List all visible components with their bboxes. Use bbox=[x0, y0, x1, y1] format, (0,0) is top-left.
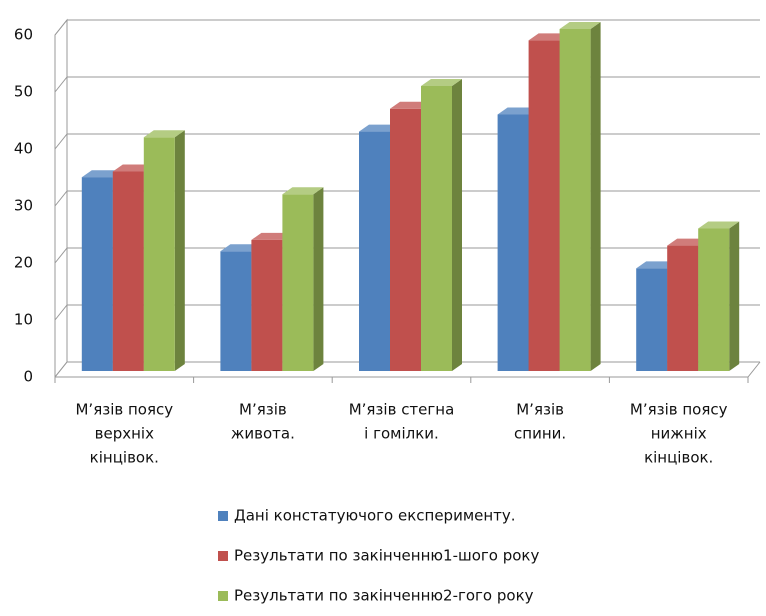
bar-front bbox=[421, 86, 452, 371]
x-tick-label: і гомілки. bbox=[364, 425, 439, 443]
x-tick-label: живота. bbox=[231, 425, 295, 443]
bar-front bbox=[359, 131, 390, 371]
y-tick-label: 30 bbox=[14, 197, 33, 215]
bar bbox=[421, 79, 462, 371]
x-tick-label: М’язів поясу bbox=[75, 401, 173, 419]
y-tick-label: 0 bbox=[23, 368, 33, 386]
bar-front bbox=[636, 268, 668, 371]
bar-top bbox=[282, 187, 324, 195]
bar-front bbox=[143, 137, 175, 371]
bar-front bbox=[528, 40, 560, 372]
bar-top bbox=[667, 238, 709, 246]
bar-top bbox=[421, 79, 462, 86]
grid-line bbox=[54, 19, 760, 36]
bar-front bbox=[667, 245, 699, 371]
y-tick-label: 50 bbox=[14, 83, 33, 101]
grid-line bbox=[54, 76, 760, 93]
bar-front bbox=[698, 228, 730, 371]
bar-front bbox=[220, 251, 252, 371]
bar-side bbox=[452, 79, 462, 371]
bar-top bbox=[112, 164, 154, 172]
x-tick-label: спини. bbox=[514, 425, 566, 443]
y-tick-label: 40 bbox=[14, 140, 33, 158]
x-tick-label: М’язів bbox=[516, 401, 564, 419]
bar-top bbox=[220, 244, 262, 252]
legend-label: Результати по закінченню1-шого року bbox=[234, 547, 539, 565]
legend-label: Дані констатуючого експерименту. bbox=[234, 507, 516, 525]
bar-front bbox=[112, 171, 144, 371]
x-tick-label: М’язів bbox=[239, 401, 287, 419]
bar-top bbox=[559, 22, 601, 29]
bar-side bbox=[590, 22, 601, 371]
x-tick-label: М’язів стегна bbox=[349, 401, 455, 419]
bar-top bbox=[390, 101, 431, 109]
legend-swatch bbox=[218, 511, 228, 521]
bar-top bbox=[698, 221, 740, 229]
x-tick-label: кінцівок. bbox=[90, 449, 159, 467]
x-tick-label: верхніх bbox=[95, 425, 154, 443]
legend-swatch bbox=[218, 551, 228, 561]
bar-top bbox=[359, 124, 400, 132]
bar-side bbox=[313, 187, 324, 371]
bar-top bbox=[143, 130, 185, 138]
y-tick-label: 20 bbox=[14, 254, 33, 272]
bar-front bbox=[559, 29, 591, 371]
bar bbox=[698, 221, 740, 371]
bar-side bbox=[174, 130, 185, 371]
bar-front bbox=[81, 177, 113, 371]
legend-label: Результати по закінченню2-гого року bbox=[234, 587, 534, 605]
bar bbox=[282, 187, 324, 371]
legend-swatch bbox=[218, 591, 228, 601]
bar-top bbox=[81, 170, 123, 178]
bar bbox=[143, 130, 185, 371]
bar-top bbox=[636, 261, 678, 269]
bar-top bbox=[528, 33, 570, 41]
x-tick-label: нижніх bbox=[651, 425, 707, 443]
bar-side bbox=[729, 221, 740, 371]
bar bbox=[559, 22, 601, 371]
y-tick-label: 10 bbox=[14, 311, 33, 329]
bar-front bbox=[497, 114, 529, 371]
bar-front bbox=[282, 194, 314, 371]
bar-front bbox=[390, 108, 421, 372]
x-tick-label: М’язів поясу bbox=[630, 401, 728, 419]
x-tick-label: кінцівок. bbox=[644, 449, 713, 467]
y-tick-label: 60 bbox=[14, 26, 33, 44]
bar-top bbox=[497, 107, 539, 115]
bar-front bbox=[251, 239, 283, 371]
bar-top bbox=[251, 232, 293, 240]
